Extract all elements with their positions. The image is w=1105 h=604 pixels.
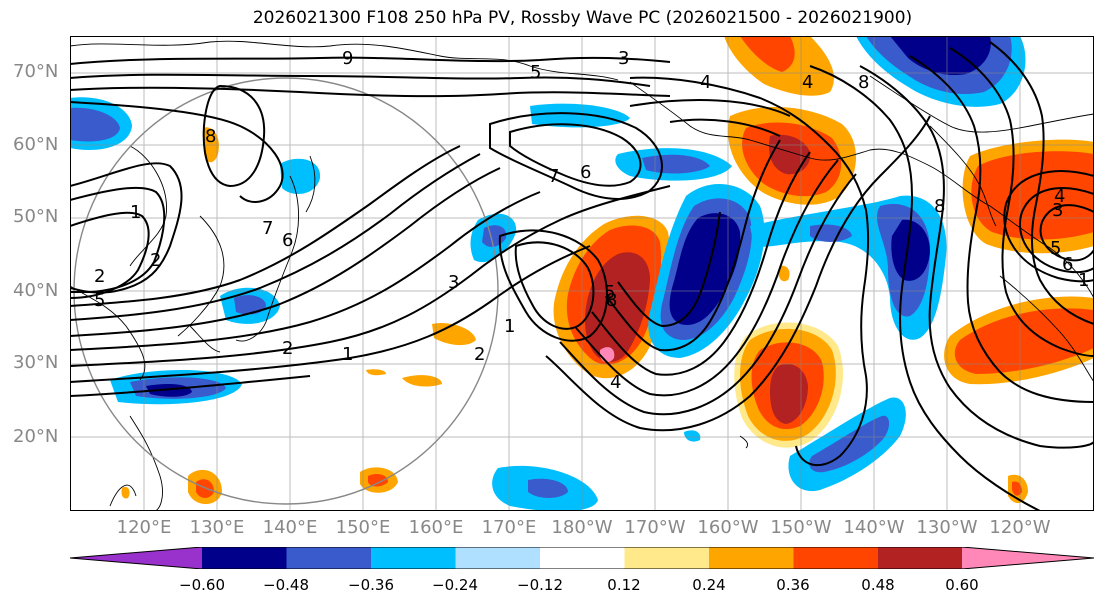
colorbar-tick-label: −0.36 [348,576,394,594]
colorbar-tick-label: 0.36 [776,576,810,594]
colorbar-tick-label: −0.60 [179,576,225,594]
contour-label: 5 [94,290,105,311]
contour-label: 8 [858,72,869,93]
contour-label: 8 [606,290,617,311]
colorbar-segment [624,547,710,569]
contour-label: 5 [604,282,615,303]
anomaly-region [684,430,701,442]
contour-label: 6 [1062,254,1073,275]
colorbar-segment [371,547,456,569]
map-title: 2026021300 F108 250 hPa PV, Rossby Wave … [252,8,913,28]
anomaly-region [402,375,442,387]
lon-label-140w: 140°W [843,517,905,538]
colorbar [70,547,1094,569]
colorbar-segment [202,547,287,569]
anomaly-region [196,479,214,498]
colorbar-tick-label: 0.24 [692,576,726,594]
anomaly-region [368,474,388,487]
map-panel: 9 3 5 4 4 8 8 7 1 6 7 6 2 5 2 1 3 2 1 2 … [70,36,1094,511]
lon-label-180w: 180°W [551,517,613,538]
anomaly-region [669,213,741,325]
colorbar-tick-label: 0.48 [861,576,895,594]
anomaly-region [971,151,1094,240]
lon-label-130w: 130°W [916,517,978,538]
contour-label: 3 [618,48,629,69]
contour-label: 2 [94,266,105,287]
contour-label: 1 [1078,270,1089,291]
map-frame [70,36,1094,511]
contour-label: 4 [610,372,621,393]
colorbar-tick-label: 0.60 [945,576,979,594]
contour-label: 2 [150,250,161,271]
contour-label: 3 [448,272,459,293]
anomaly-region [528,478,568,498]
lon-label-170e: 170°E [481,517,537,538]
colorbar-segment [540,547,625,569]
lon-label-160e: 160°E [408,517,464,538]
contour-label: 8 [934,196,945,217]
colorbar-tick-label: −0.24 [432,576,478,594]
colorbar-tick-label: −0.12 [517,576,563,594]
anomaly-region [432,322,476,346]
anomaly-region [121,486,130,499]
colorbar-segment [286,547,372,569]
lat-label-40n: 40°N [13,280,59,301]
contour-label: 5 [1050,238,1061,259]
anomaly-region [70,107,120,142]
map-canvas: 9 3 5 4 4 8 8 7 1 6 7 6 2 5 2 1 3 2 1 2 … [70,36,1094,511]
lon-label-150w: 150°W [770,517,832,538]
contour-label: 1 [342,344,353,365]
anomaly-region [642,154,710,174]
contour-label: 2 [474,344,485,365]
colorbar-tick-label: −0.48 [263,576,309,594]
contour-label: 2 [282,338,293,359]
lon-label-120w: 120°W [989,517,1051,538]
lat-label-20n: 20°N [13,426,59,447]
pv-anomaly-shading [70,36,1094,511]
contour-label: 4 [700,72,711,93]
lon-label-150e: 150°E [335,517,391,538]
contour-label: 9 [342,48,353,69]
pv-contours [70,41,1094,511]
anomaly-region [585,252,650,362]
contour-label: 1 [504,316,515,337]
lat-label-30n: 30°N [13,352,59,373]
anomaly-region [234,295,266,315]
colorbar-extend-max [962,547,1094,569]
anomaly-region [740,36,795,72]
contour-label: 1 [130,202,141,223]
anomaly-region [600,347,615,363]
contour-label: 5 [530,62,541,83]
colorbar-segment [793,547,879,569]
lon-label-130e: 130°E [189,517,245,538]
lon-label-170w: 170°W [624,517,686,538]
contour-label: 8 [205,126,216,147]
colorbar-tick-label: 0.12 [607,576,641,594]
colorbar-segment [878,547,963,569]
anomaly-region [366,369,386,376]
lon-label-140e: 140°E [262,517,318,538]
coastlines [70,36,1094,511]
colorbar-extend-min [70,547,202,569]
contour-label: 4 [802,72,813,93]
colorbar-segment [709,547,794,569]
lon-label-120e: 120°E [116,517,172,538]
anomaly-region [770,364,808,424]
contour-label: 6 [282,230,293,251]
contour-label: 3 [1052,200,1063,221]
lat-label-50n: 50°N [13,206,59,227]
colorbar-segment [455,547,541,569]
anomaly-region [530,103,630,128]
anomaly-region [890,36,991,76]
contour-label: 4 [1054,186,1065,207]
contour-labels: 9 3 5 4 4 8 8 7 1 6 7 6 2 5 2 1 3 2 1 2 … [94,48,1089,393]
anomaly-region [891,219,930,281]
contour-label: 7 [262,218,273,239]
contour-label: 7 [548,166,559,187]
lat-label-70n: 70°N [13,61,59,82]
anomaly-region [778,265,790,282]
lat-label-60n: 60°N [13,134,59,155]
contour-label: 6 [580,162,591,183]
lon-label-160w: 160°W [697,517,759,538]
